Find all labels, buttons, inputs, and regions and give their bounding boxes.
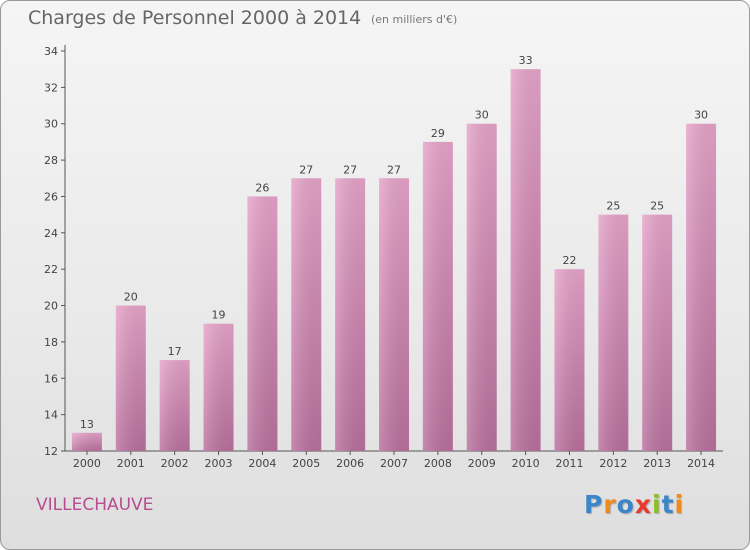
bar-value-label: 30 — [694, 109, 708, 122]
y-tick-label: 18 — [44, 336, 58, 349]
bar-shade — [510, 69, 541, 451]
bar-shade — [598, 214, 629, 451]
bar-shade — [335, 178, 366, 452]
logo-letter: t — [661, 490, 675, 519]
x-tick-label: 2006 — [336, 457, 364, 470]
y-tick-label: 32 — [44, 81, 58, 94]
bar-shade — [642, 214, 673, 451]
logo-letter: x — [634, 490, 652, 519]
bar-shade — [379, 178, 409, 452]
x-tick-label: 2007 — [380, 457, 408, 470]
x-tick-label: 2000 — [73, 457, 101, 470]
bar-shade — [115, 305, 146, 451]
y-tick-label: 20 — [44, 300, 58, 313]
bar-shade — [466, 123, 497, 452]
x-tick-label: 2003 — [205, 457, 233, 470]
x-tick-label: 2001 — [117, 457, 145, 470]
bar-value-label: 27 — [299, 163, 313, 176]
x-tick-label: 2014 — [687, 457, 715, 470]
proxiti-logo: Proxiti — [584, 490, 684, 519]
y-tick-label: 22 — [44, 263, 58, 276]
x-tick-label: 2010 — [512, 457, 540, 470]
bar-shade — [159, 360, 190, 451]
x-tick-label: 2008 — [424, 457, 452, 470]
x-tick-label: 2012 — [599, 457, 627, 470]
y-tick-label: 30 — [44, 118, 58, 131]
bar-value-label: 27 — [343, 163, 357, 176]
y-tick-label: 26 — [44, 190, 58, 203]
chart-subtitle: (en milliers d'€) — [371, 13, 458, 26]
bar-shade — [71, 432, 102, 451]
logo-letter: o — [616, 490, 635, 519]
bar-value-label: 30 — [475, 109, 489, 122]
bar-shade — [291, 178, 322, 452]
y-tick-label: 28 — [44, 154, 58, 167]
commune-name: VILLECHAUVE — [36, 495, 154, 515]
bar-value-label: 17 — [168, 345, 182, 358]
bar-value-label: 27 — [387, 163, 401, 176]
bar-value-label: 22 — [562, 254, 576, 267]
bar-value-label: 20 — [124, 291, 138, 304]
y-tick-label: 12 — [44, 445, 58, 458]
x-tick-label: 2002 — [161, 457, 189, 470]
x-tick-label: 2004 — [248, 457, 276, 470]
y-tick-label: 34 — [44, 45, 58, 58]
bar-value-label: 25 — [650, 200, 664, 213]
logo-letter: P — [584, 490, 604, 519]
bar-shade — [554, 269, 585, 451]
bar-value-label: 25 — [606, 200, 620, 213]
x-tick-label: 2005 — [292, 457, 320, 470]
bar-shade — [686, 123, 717, 452]
logo-letter: r — [603, 490, 617, 519]
x-tick-label: 2009 — [468, 457, 496, 470]
bar-value-label: 26 — [255, 181, 269, 194]
logo-letter: i — [674, 490, 685, 519]
y-tick-label: 14 — [44, 409, 58, 422]
bar-shade — [247, 196, 278, 451]
x-tick-label: 2013 — [643, 457, 671, 470]
bar-value-label: 19 — [212, 309, 226, 322]
chart-title: Charges de Personnel 2000 à 2014 — [28, 7, 362, 29]
y-tick-label: 24 — [44, 227, 58, 240]
bar-shade — [422, 141, 453, 451]
bar-value-label: 33 — [519, 54, 533, 67]
logo-letter: i — [652, 490, 662, 519]
y-tick-label: 16 — [44, 372, 58, 385]
x-tick-label: 2011 — [555, 457, 583, 470]
bar-value-label: 13 — [80, 418, 94, 431]
bar-value-label: 29 — [431, 127, 445, 140]
bar-shade — [203, 323, 234, 451]
